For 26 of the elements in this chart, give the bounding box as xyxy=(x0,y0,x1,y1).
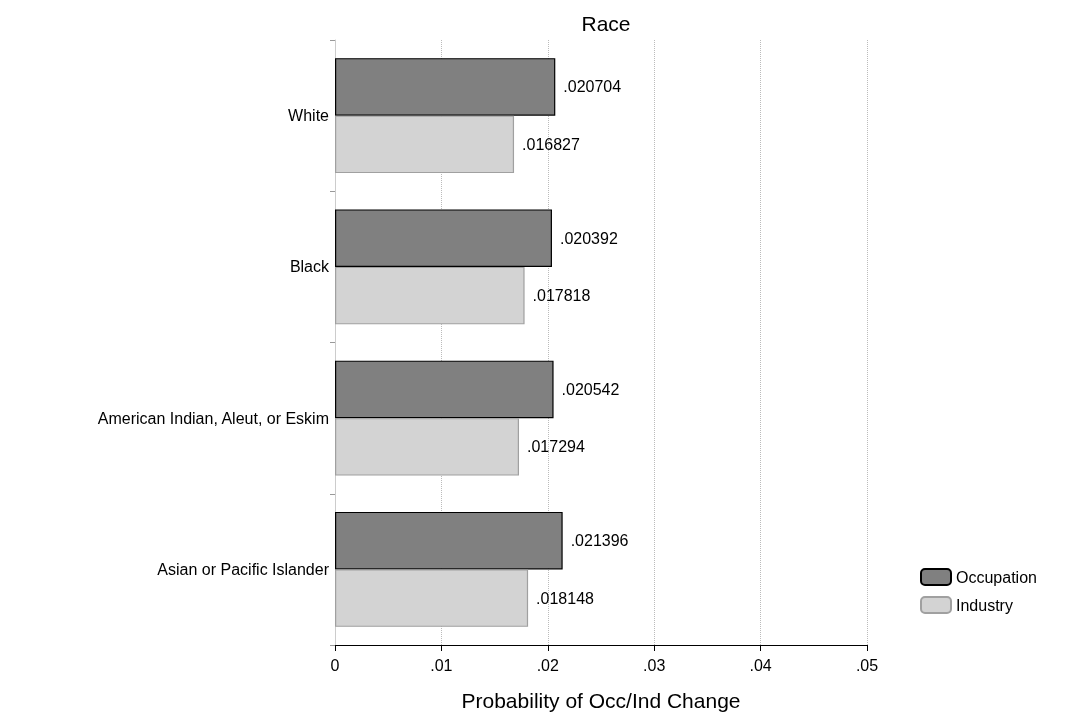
data-label: .020542 xyxy=(561,380,620,398)
x-tick-label: .04 xyxy=(749,656,772,674)
x-tick-label: .01 xyxy=(430,656,453,674)
data-label: .020704 xyxy=(563,78,622,96)
bar xyxy=(335,58,556,116)
x-tick-label: .03 xyxy=(643,656,666,674)
bar xyxy=(335,511,563,570)
y-tick-label: White xyxy=(288,107,330,125)
y-tick-label: Asian or Pacific Islander xyxy=(157,560,330,578)
data-label: .016827 xyxy=(522,135,580,153)
chart-title: Race xyxy=(581,12,631,35)
legend-label: Occupation xyxy=(956,568,1037,586)
legend-label: Industry xyxy=(956,596,1013,614)
x-tick-label: .02 xyxy=(536,656,560,674)
data-label: .018148 xyxy=(536,589,595,607)
x-tick-label: .05 xyxy=(855,656,879,674)
y-tick-label: Black xyxy=(289,258,330,276)
data-label: .017294 xyxy=(527,438,585,456)
bar xyxy=(335,360,554,419)
data-label: .021396 xyxy=(570,532,629,550)
y-tick-label: American Indian, Aleut, or Eskim xyxy=(97,409,329,427)
data-label: .020392 xyxy=(559,229,618,247)
x-tick-label: 0 xyxy=(330,656,340,674)
bar xyxy=(335,209,552,267)
data-label: .017818 xyxy=(532,287,591,305)
x-axis-title: Probability of Occ/Ind Change xyxy=(461,689,741,712)
